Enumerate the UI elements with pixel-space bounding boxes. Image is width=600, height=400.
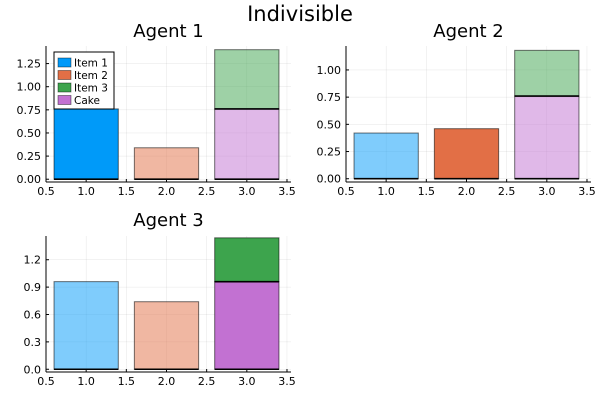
y-tick-label: 0.9 (24, 281, 42, 294)
y-tick-label: 0.50 (17, 127, 42, 140)
bar-cake (514, 95, 580, 180)
y-tick-label: 0.00 (317, 173, 342, 186)
legend-label: Cake (74, 95, 100, 107)
panel-title: Agent 2 (433, 21, 503, 42)
chart-panel-1: Agent 1 0.5 1.0 1.5 2.0 2.5 3.0 3.5 0.00 0.25 0.50… (17, 21, 296, 198)
bar-item-1 (53, 281, 119, 370)
legend-label: Item 3 (74, 83, 108, 95)
y-tick-label: 0.75 (317, 91, 342, 104)
x-tick-label: 0.5 (37, 375, 55, 388)
x-tick-label: 2.0 (158, 185, 176, 198)
x-tick-label: 0.5 (37, 185, 55, 198)
x-tick-label: 3.0 (538, 185, 556, 198)
legend-swatch-item-3 (57, 82, 72, 93)
x-tick-label: 2.5 (498, 185, 516, 198)
y-tick-label: 0.75 (17, 104, 42, 117)
legend-swatch-cake (57, 95, 72, 105)
y-tick-label: 0.25 (17, 150, 42, 163)
y-tick-label: 0.25 (317, 146, 342, 159)
y-tick-label: 0.00 (17, 173, 42, 186)
x-tick-label: 1.5 (118, 375, 136, 388)
x-tick-label: 1.0 (77, 375, 95, 388)
y-tick-label: 0.3 (24, 336, 42, 349)
panel-title: Agent 3 (133, 210, 203, 231)
x-tick-label: 3.0 (238, 185, 256, 198)
y-tick-label: 1.25 (17, 58, 42, 71)
x-tick-label: 1.0 (77, 185, 95, 198)
bar-cake (214, 108, 280, 180)
legend-swatch-item-1 (57, 57, 72, 68)
y-tick-label: 1.00 (17, 81, 42, 94)
y-tick-label: 0.6 (24, 308, 42, 321)
bar-item-2 (133, 147, 200, 180)
x-tick-label: 2.5 (198, 185, 216, 198)
panel-title: Agent 1 (133, 21, 203, 42)
legend-label: Item 2 (74, 70, 108, 82)
bar-item-2 (133, 301, 200, 370)
bar-item-1 (353, 132, 419, 180)
legend-label: Item 1 (74, 58, 108, 70)
bar-item-3 (514, 49, 580, 97)
y-tick-label: 0.0 (24, 363, 42, 376)
y-tick-label: 0.50 (317, 118, 342, 131)
y-tick-label: 1.2 (24, 254, 42, 267)
legend-swatch-item-2 (57, 70, 72, 80)
x-tick-label: 2.0 (458, 185, 476, 198)
x-tick-label: 3.0 (238, 375, 256, 388)
bar-cake (214, 281, 280, 370)
bar-item-1 (53, 108, 119, 180)
y-tick-label: 1.00 (317, 64, 342, 77)
x-tick-label: 3.5 (278, 185, 296, 198)
x-tick-label: 3.5 (278, 375, 296, 388)
x-tick-label: 0.5 (337, 185, 355, 198)
x-tick-label: 3.5 (578, 185, 596, 198)
chart-panels: Agent 10.5 1.0 1.5 2.0 2.5 3.0 3.50.000.250.50… (17, 21, 596, 388)
x-tick-label: 1.5 (418, 185, 436, 198)
bar-item-3 (214, 49, 280, 110)
x-tick-label: 2.0 (158, 375, 176, 388)
x-tick-label: 1.5 (118, 185, 136, 198)
chart-panel-3: Agent 3 0.5 1.0 1.5 2.0 2.5 3.0 3.5 0.0 0.3 0.6 0.9… (24, 210, 296, 388)
figure-suptitle: Indivisible (247, 2, 353, 26)
bar-item-3 (214, 237, 280, 283)
chart-panel-2: Agent 2 0.5 1.0 1.5 2.0 2.5 3.0 3.5 0.00 0.25 0.50… (317, 21, 596, 198)
x-tick-label: 2.5 (198, 375, 216, 388)
x-tick-label: 1.0 (377, 185, 395, 198)
bar-item-2 (433, 128, 500, 180)
